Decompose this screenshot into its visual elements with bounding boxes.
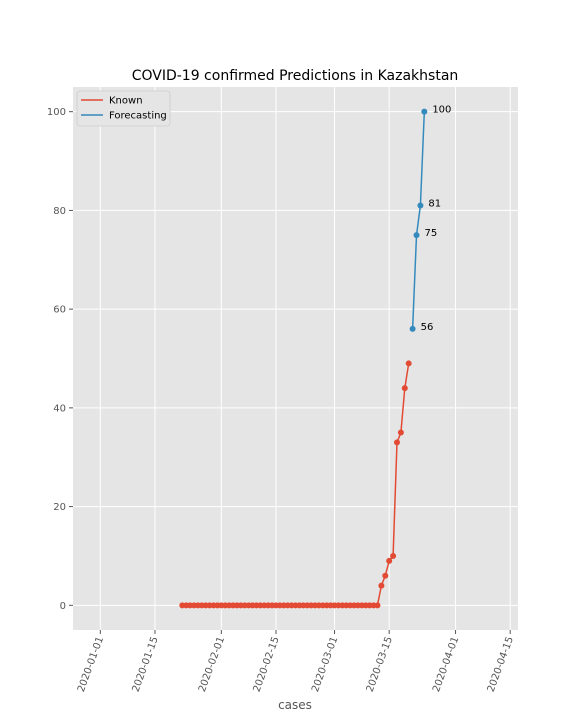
known-point	[393, 439, 400, 446]
forecasting-point	[413, 232, 420, 239]
known-point	[405, 360, 412, 367]
legend-label: Forecasting	[109, 111, 167, 122]
grid	[73, 87, 518, 630]
y-tick-label: 100	[47, 107, 66, 118]
forecasting-line	[411, 111, 426, 329]
data-label: 75	[425, 228, 438, 239]
known-point	[382, 572, 389, 579]
y-tick-label: 40	[53, 403, 66, 414]
y-tick-label: 60	[53, 305, 66, 316]
y-tick-label: 0	[60, 601, 66, 612]
x-axis-label: cases	[278, 698, 312, 712]
forecasting-point	[421, 108, 428, 115]
known-point	[390, 552, 397, 559]
legend: Known Forecasting	[76, 90, 171, 127]
known-point	[378, 582, 385, 589]
series-layer: 56 75 81 100	[179, 105, 451, 609]
forecasting-point	[409, 325, 416, 332]
known-point	[397, 429, 404, 436]
forecasting-point	[417, 202, 424, 209]
data-label: 81	[428, 198, 441, 209]
chart-title: COVID-19 confirmed Predictions in Kazakh…	[132, 68, 459, 84]
plot-area	[73, 87, 518, 630]
y-tick-label: 20	[53, 502, 66, 513]
known-point	[386, 557, 393, 564]
data-label: 56	[421, 322, 434, 333]
legend-label: Known	[109, 96, 143, 107]
known-point	[374, 602, 381, 609]
data-label: 100	[432, 105, 451, 116]
y-tick-label: 80	[53, 206, 66, 217]
known-point	[401, 385, 408, 392]
